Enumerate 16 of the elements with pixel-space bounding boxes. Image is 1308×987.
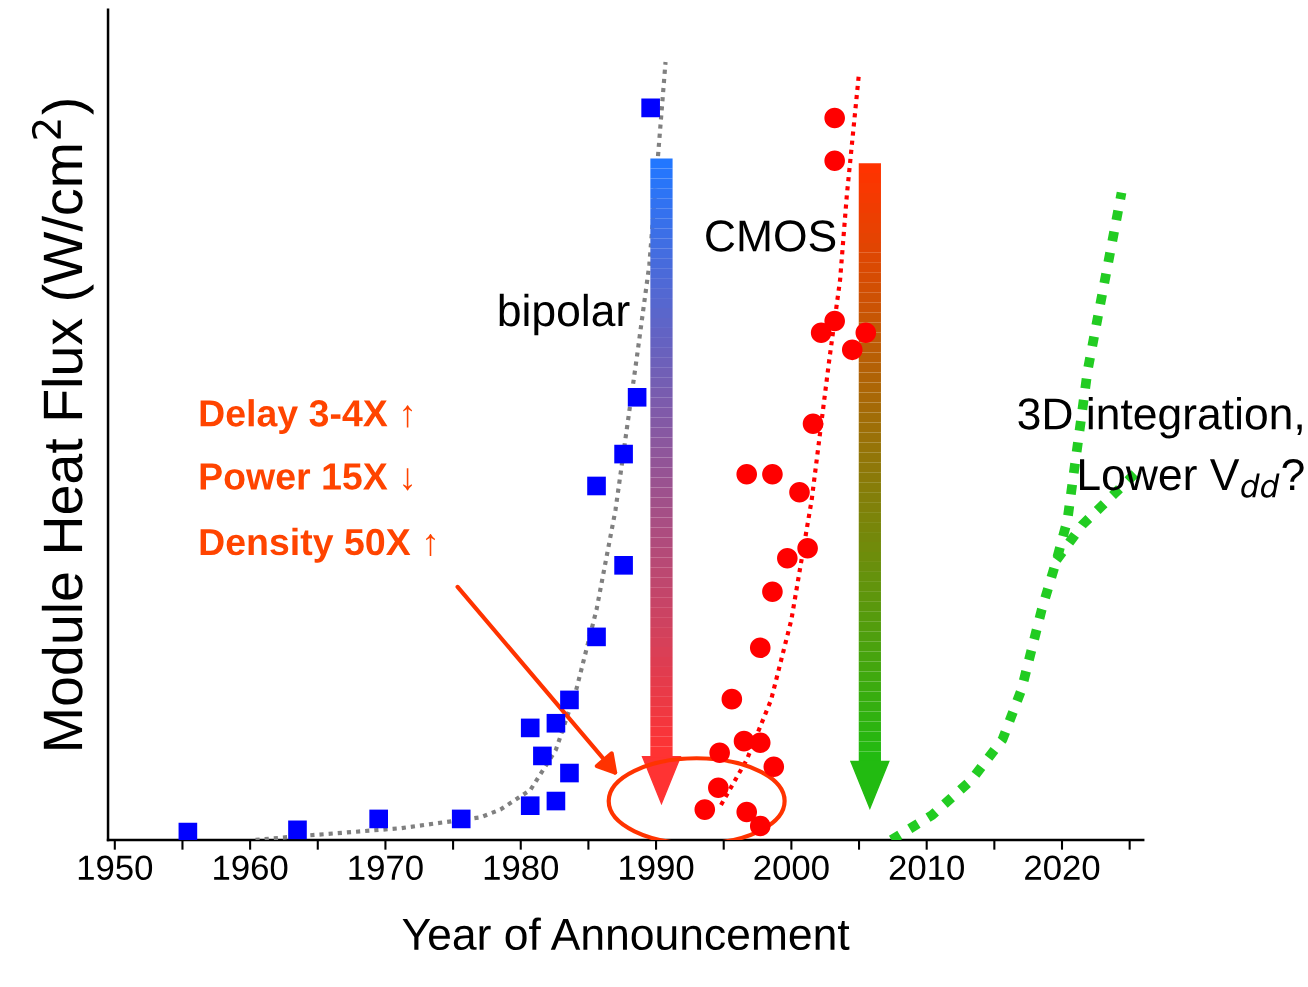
x-tick-label: 1980 bbox=[484, 855, 559, 881]
x-tick-label: 1950 bbox=[78, 855, 153, 881]
x-tick-label: 2010 bbox=[889, 855, 964, 881]
x-tick-label: 2000 bbox=[754, 855, 829, 881]
annotation: Power 15X ↓ bbox=[200, 463, 412, 491]
annotation: Density 50X ↑ bbox=[200, 527, 435, 563]
annotation: Delay 3-4X ↑ bbox=[200, 399, 412, 435]
x-tick-label: 2020 bbox=[1025, 855, 1100, 881]
x-tick-label: 1970 bbox=[349, 855, 423, 881]
x-tick-label: 1990 bbox=[620, 855, 694, 881]
annotation: CMOS bbox=[706, 220, 836, 252]
annotation: bipolar bbox=[499, 293, 630, 336]
x-axis-title: Year of Announcement bbox=[402, 917, 850, 951]
y-axis-title: Module Heat Flux (W/cm$^{2}$) bbox=[31, 100, 94, 749]
annotation: 3D integration, Lower V$_{dd}$? bbox=[1018, 397, 1304, 498]
x-tick-label: 1960 bbox=[214, 855, 288, 881]
